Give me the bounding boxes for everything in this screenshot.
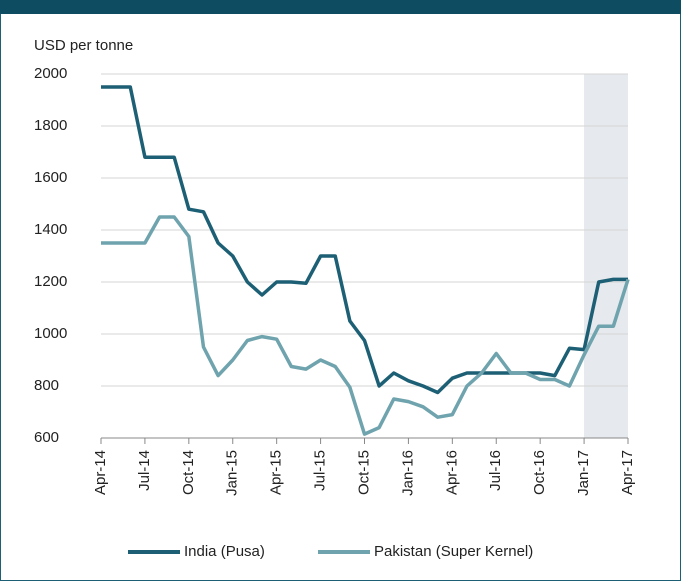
x-tick-label: Oct-16 — [531, 450, 548, 495]
series-line — [101, 215, 630, 436]
x-tick-label: Jan-15 — [224, 450, 241, 496]
x-tick-label: Jan-17 — [575, 450, 592, 496]
legend-label: Pakistan (Super Kernel) — [374, 543, 533, 560]
header-band — [0, 0, 681, 14]
series-line — [101, 85, 628, 395]
forecast-shade — [584, 74, 628, 438]
y-tick-label: 1200 — [34, 273, 67, 290]
x-tick-label: Apr-16 — [443, 450, 460, 495]
y-axis-label: USD per tonne — [34, 37, 133, 54]
x-tick-label: Jan-16 — [399, 450, 416, 496]
x-tick-label: Jul-14 — [136, 450, 153, 491]
y-tick-label: 2000 — [34, 65, 67, 82]
x-tick-label: Apr-17 — [619, 450, 636, 495]
legend-label: India (Pusa) — [184, 543, 265, 560]
y-tick-label: 800 — [34, 377, 59, 394]
x-tick-label: Oct-14 — [180, 450, 197, 495]
y-tick-label: 1000 — [34, 325, 67, 342]
x-tick-label: Apr-15 — [268, 450, 285, 495]
x-tick-label: Oct-15 — [355, 450, 372, 495]
y-tick-label: 600 — [34, 429, 59, 446]
x-tick-label: Apr-14 — [92, 450, 109, 495]
y-tick-label: 1800 — [34, 117, 67, 134]
x-tick-label: Jul-15 — [312, 450, 329, 491]
y-tick-label: 1400 — [34, 221, 67, 238]
y-tick-label: 1600 — [34, 169, 67, 186]
x-tick-label: Jul-16 — [487, 450, 504, 491]
